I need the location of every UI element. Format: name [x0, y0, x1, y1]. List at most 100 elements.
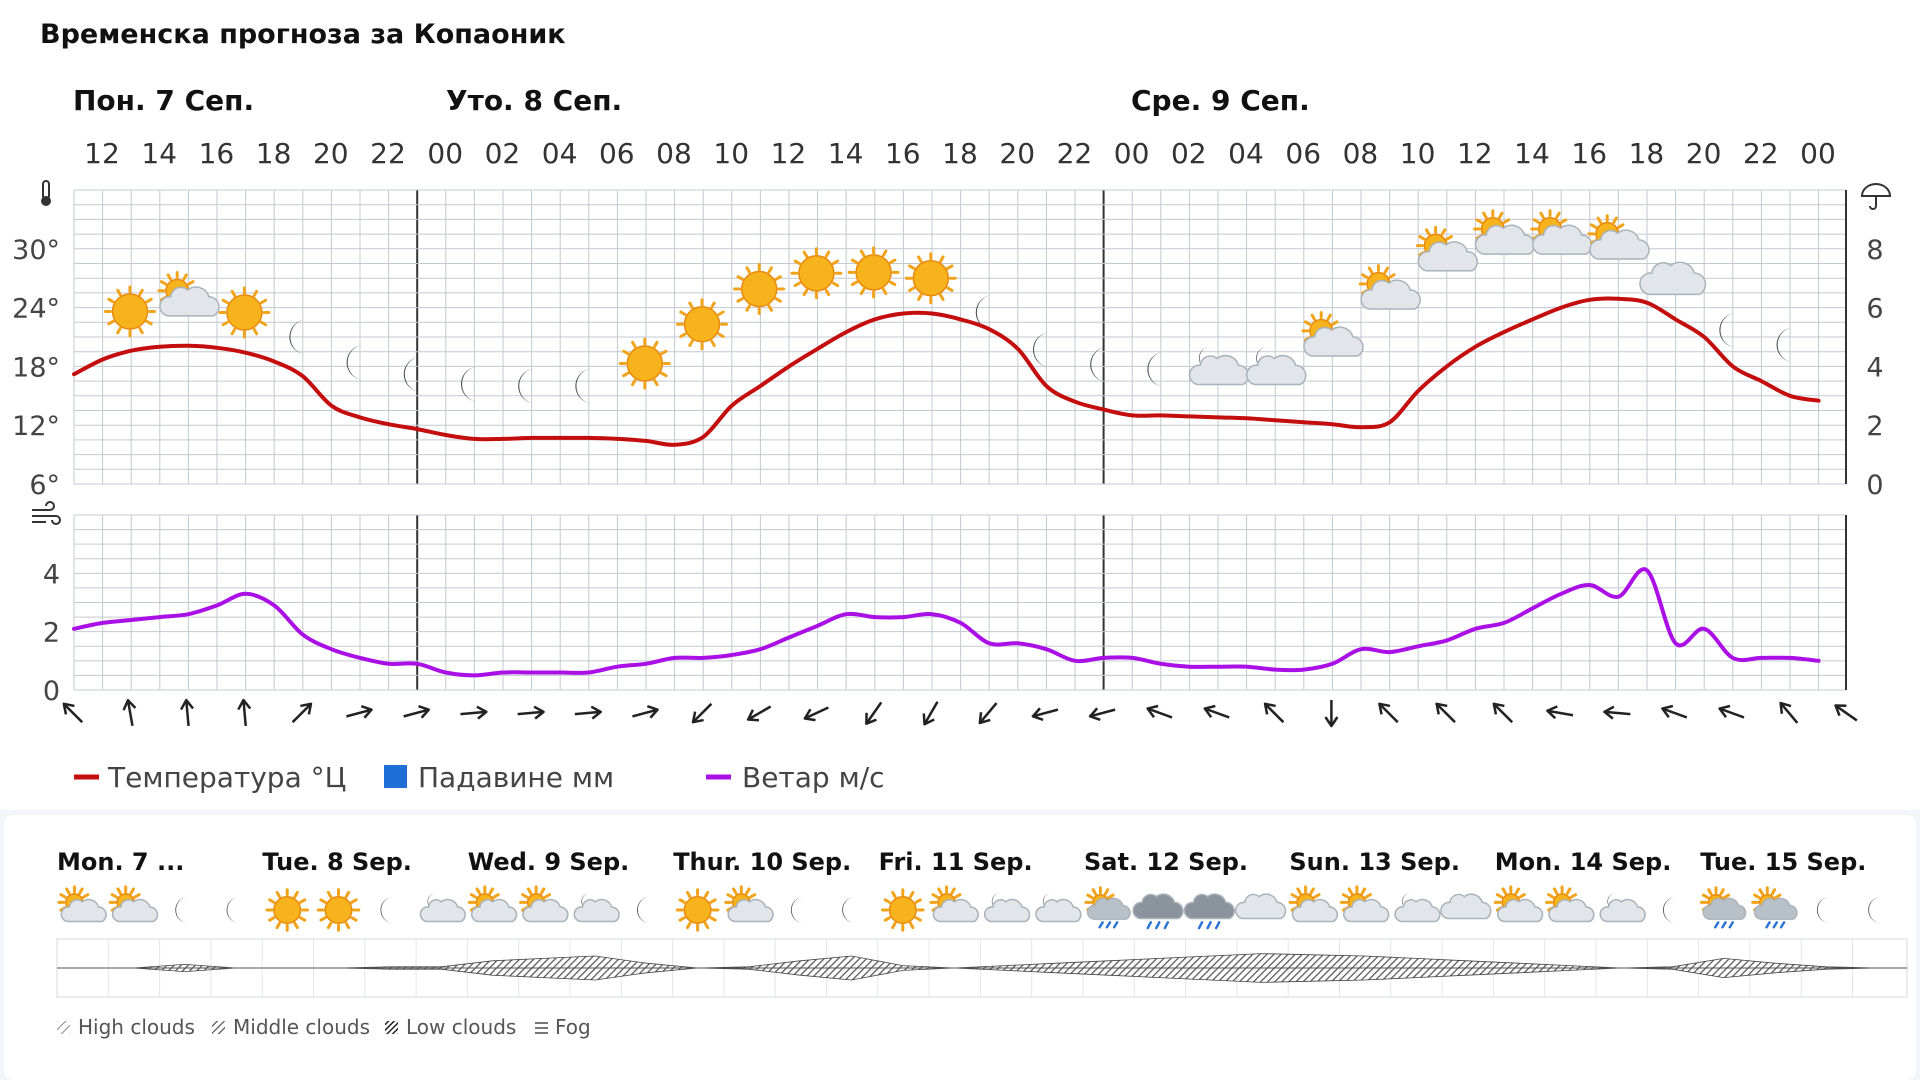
precipitation-tick: 0: [1866, 470, 1883, 501]
moon-icon: [1776, 327, 1795, 363]
legend-wind: Ветар м/с: [742, 761, 885, 794]
legend-high-clouds: High clouds: [78, 1015, 195, 1039]
moon-cloud-icon: [1394, 892, 1441, 923]
hour-label: 14: [1514, 137, 1550, 170]
hour-label: 16: [199, 137, 235, 170]
middle-clouds-swatch: [212, 1021, 225, 1034]
cloud-icon: [1440, 893, 1492, 920]
precipitation-tick: 8: [1866, 235, 1883, 266]
temperature-tick: 24°: [12, 294, 60, 325]
sun-icon: [847, 246, 900, 299]
sun-cloud-icon: [519, 885, 569, 923]
sun-cloud-icon: [1301, 311, 1364, 357]
day-header-wed: Сре. 9 Сеп.: [1131, 84, 1310, 117]
wind-arrow: [1324, 700, 1339, 728]
precipitation-tick: 2: [1866, 411, 1883, 442]
wind-arrow: [517, 705, 545, 720]
wind-arrow: [574, 705, 603, 720]
wind-arrow: [291, 702, 313, 724]
thermometer-icon: [41, 180, 51, 206]
wind-icon: [32, 501, 61, 525]
moon-cloud-icon: [1035, 892, 1082, 923]
temperature-tick: 12°: [12, 411, 60, 442]
moon-cloud-icon: [1599, 892, 1646, 923]
hour-label: 04: [542, 137, 578, 170]
sun-rain-icon: [1751, 886, 1798, 929]
moon-icon: [346, 344, 365, 380]
hour-label: 06: [599, 137, 635, 170]
moon-icon: [1719, 312, 1737, 348]
temperature-tick: 6°: [29, 470, 60, 501]
day-header-tue: Уто. 8 Сеп.: [446, 84, 622, 117]
wind-arrow: [803, 706, 829, 722]
wind-grid: [73, 514, 1847, 691]
moon-icon: [518, 368, 536, 404]
wind-arrow: [1378, 702, 1399, 724]
hour-label: 00: [427, 137, 463, 170]
wind-arrow: [632, 704, 659, 719]
lower-weather-icons: [57, 885, 1882, 932]
hour-label: 22: [1743, 137, 1779, 170]
sun-cloud-icon: [57, 885, 107, 923]
moon-cloud-icon: [1188, 346, 1250, 386]
sun-cloud-icon: [1358, 264, 1421, 310]
sun-cloud-icon: [108, 885, 159, 923]
wind-arrow: [1834, 704, 1858, 722]
sun-icon: [218, 286, 271, 339]
cloud-rain-icon: [1183, 893, 1235, 930]
hour-label: 12: [771, 137, 807, 170]
temperature-tick: 30°: [12, 235, 60, 266]
temperature-tick: 18°: [12, 352, 60, 383]
wind-arrow: [122, 698, 137, 727]
wind-arrow: [922, 701, 939, 726]
wind-tick: 2: [43, 618, 60, 649]
sun-icon: [790, 247, 843, 300]
hour-label: 18: [256, 137, 292, 170]
page-title: Временска прогноза за Копаоник: [40, 19, 566, 50]
high-clouds-swatch: [57, 1021, 70, 1034]
sun-cloud-icon: [1493, 885, 1544, 923]
precipitation-tick: 4: [1866, 352, 1883, 383]
umbrella-icon: [1860, 183, 1892, 210]
cloud-icon: [1639, 261, 1707, 296]
sun-cloud-icon: [1587, 214, 1650, 260]
hour-label: 20: [999, 137, 1035, 170]
sun-cloud-icon: [1473, 209, 1536, 255]
legend-precipitation-swatch: [384, 765, 407, 788]
wind-arrow: [1492, 702, 1514, 724]
hour-label: 12: [84, 137, 120, 170]
wind-arrow: [1203, 704, 1230, 719]
lower-day-header: Thur. 10 Sep.: [673, 848, 851, 876]
hour-label: 02: [485, 137, 521, 170]
day-headers: Пон. 7 Сеп. Уто. 8 Сеп. Сре. 9 Сеп.: [73, 84, 1310, 117]
sun-cloud-icon: [467, 885, 518, 923]
hour-label: 20: [1686, 137, 1722, 170]
wind-arrow: [746, 705, 772, 722]
wind-arrow: [1779, 701, 1799, 724]
lower-day-header: Sun. 13 Sep.: [1289, 848, 1460, 876]
moon-icon: [403, 356, 422, 392]
low-clouds-swatch: [385, 1021, 398, 1034]
weather-icons: [104, 209, 1795, 404]
sun-icon: [904, 252, 957, 305]
legend-middle-clouds: Middle clouds: [233, 1015, 370, 1039]
wind-arrow: [460, 705, 488, 720]
wind-arrow: [1088, 707, 1116, 722]
wind-line: [72, 567, 1821, 678]
lower-day-header: Mon. 14 Sep.: [1495, 848, 1672, 876]
lower-day-header: Mon. 7 ...: [57, 848, 184, 876]
precipitation-tick: 6: [1866, 294, 1883, 325]
wind-arrow: [1031, 707, 1059, 722]
hour-label: 02: [1171, 137, 1207, 170]
temperature-line: [72, 296, 1821, 447]
moon-cloud-icon: [983, 892, 1031, 923]
moon-icon: [575, 368, 593, 404]
hour-label: 08: [1343, 137, 1379, 170]
sun-rain-icon: [1084, 886, 1131, 929]
hour-label: 04: [1228, 137, 1264, 170]
sun-cloud-icon: [724, 885, 774, 923]
hour-label: 20: [313, 137, 349, 170]
sun-icon: [265, 888, 309, 932]
lower-day-header: Tue. 15 Sep.: [1700, 848, 1866, 876]
